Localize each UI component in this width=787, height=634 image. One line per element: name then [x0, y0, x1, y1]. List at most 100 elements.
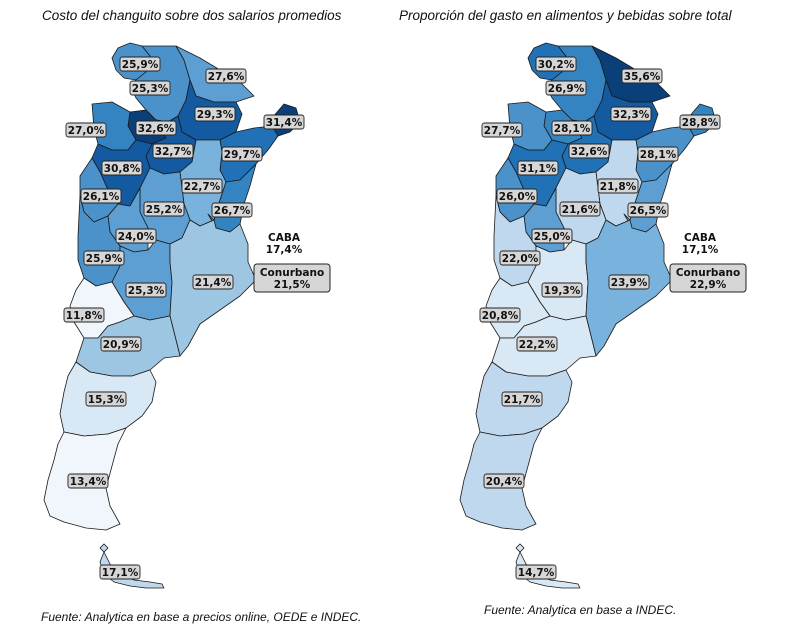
conurbano-callout — [253, 263, 331, 293]
label-lapampa: 19,3% — [544, 285, 581, 297]
label-formosa: 35,6% — [624, 71, 661, 83]
label-larioja: 30,8% — [104, 163, 141, 175]
label-box-cordoba — [559, 201, 601, 217]
label-box-salta — [545, 80, 587, 96]
caba-name: CABA — [684, 232, 717, 244]
label-box-lapampa — [125, 282, 167, 298]
left-map-title: Costo del changuito sobre dos salarios p… — [42, 8, 342, 23]
label-sanjuan: 26,1% — [83, 191, 120, 203]
label-box-catamarca — [481, 122, 523, 138]
label-buenosaires: 21,4% — [195, 277, 232, 289]
label-box-formosa — [205, 68, 247, 84]
right-map: 30,2% 26,9% 35,6% 32,3% 28,1% 27,7% 32,6% 28,8%… — [459, 42, 747, 589]
caba-value: 17,4% — [266, 244, 303, 256]
label-box-cordoba — [143, 201, 185, 217]
caba-value: 17,1% — [682, 244, 719, 256]
label-box-tierradelfuego — [99, 564, 141, 580]
label-santafe: 21,8% — [600, 181, 637, 193]
conurbano-name: Conurbano — [676, 267, 740, 279]
label-jujuy: 30,2% — [538, 59, 575, 71]
label-box-chaco — [610, 106, 652, 122]
conurbano-value: 22,9% — [690, 279, 727, 291]
label-box-buenosaires — [192, 274, 234, 290]
label-box-neuquen — [479, 307, 521, 323]
label-mendoza: 25,9% — [86, 253, 123, 265]
label-buenosaires: 23,9% — [611, 277, 648, 289]
label-box-entrerios — [211, 202, 253, 218]
label-box-corrientes — [221, 146, 263, 162]
label-tierradelfuego: 17,1% — [102, 567, 139, 579]
label-neuquen: 11,8% — [66, 310, 103, 322]
label-box-corrientes — [637, 146, 679, 162]
label-entrerios: 26,7% — [214, 205, 251, 217]
label-box-larioja — [517, 160, 559, 176]
label-tucuman: 32,6% — [138, 123, 175, 135]
label-box-sanluis — [531, 228, 573, 244]
label-box-santiago — [152, 143, 194, 159]
label-lapampa: 25,3% — [128, 285, 165, 297]
label-box-lapampa — [541, 282, 583, 298]
island-shape — [99, 543, 109, 553]
label-tucuman: 28,1% — [554, 123, 591, 135]
label-box-sanjuan — [80, 188, 122, 204]
label-chubut: 15,3% — [88, 394, 125, 406]
label-jujuy: 25,9% — [122, 59, 159, 71]
conurbano-value: 21,5% — [274, 279, 311, 291]
caba-callout — [676, 229, 724, 257]
left-map-source: Fuente: Analytica en base a precios onli… — [41, 610, 362, 624]
label-box-jujuy — [535, 56, 577, 72]
label-mendoza: 22,0% — [502, 253, 539, 265]
label-chubut: 21,7% — [504, 394, 541, 406]
label-santacruz: 20,4% — [486, 476, 523, 488]
label-santacruz: 13,4% — [70, 476, 107, 488]
label-box-entrerios — [627, 202, 669, 218]
label-box-salta — [129, 80, 171, 96]
label-box-rionegro — [100, 336, 142, 352]
label-rionegro: 22,2% — [519, 339, 556, 351]
label-santiago: 32,7% — [155, 146, 192, 158]
label-box-chaco — [194, 106, 236, 122]
label-catamarca: 27,0% — [68, 125, 105, 137]
label-box-jujuy — [119, 56, 161, 72]
label-cordoba: 21,6% — [562, 204, 599, 216]
island-shape — [515, 543, 525, 553]
label-box-buenosaires — [608, 274, 650, 290]
label-formosa: 27,6% — [208, 71, 245, 83]
label-salta: 25,3% — [132, 83, 169, 95]
label-box-mendoza — [83, 250, 125, 266]
label-tierradelfuego: 14,7% — [518, 567, 555, 579]
label-salta: 26,9% — [548, 83, 585, 95]
label-box-santafe — [597, 178, 639, 194]
label-santiago: 32,6% — [571, 146, 608, 158]
label-entrerios: 26,5% — [630, 205, 667, 217]
left-map: 25,9% 25,3% 27,6% 29,3% 32,6% 27,0% 32,7% 31,4%… — [43, 42, 331, 589]
conurbano-callout — [669, 263, 747, 293]
label-box-santiago — [568, 143, 610, 159]
label-corrientes: 28,1% — [640, 149, 677, 161]
label-box-tierradelfuego — [515, 564, 557, 580]
label-chaco: 32,3% — [613, 109, 650, 121]
label-box-santacruz — [483, 473, 525, 489]
label-box-neuquen — [63, 307, 105, 323]
label-corrientes: 29,7% — [224, 149, 261, 161]
label-box-formosa — [621, 68, 663, 84]
label-box-santacruz — [67, 473, 109, 489]
label-catamarca: 27,7% — [484, 125, 521, 137]
label-box-misiones — [679, 114, 721, 130]
right-map-title: Proporción del gasto en alimentos y bebi… — [399, 8, 732, 23]
label-box-tucuman — [551, 120, 593, 136]
label-chaco: 29,3% — [197, 109, 234, 121]
label-box-larioja — [101, 160, 143, 176]
label-sanluis: 24,0% — [118, 231, 155, 243]
label-sanjuan: 26,0% — [499, 191, 536, 203]
caba-callout — [260, 229, 308, 257]
label-box-sanluis — [115, 228, 157, 244]
right-map-source: Fuente: Analytica en base a INDEC. — [484, 603, 677, 617]
label-santafe: 22,7% — [184, 181, 221, 193]
caba-name: CABA — [268, 232, 301, 244]
label-cordoba: 25,2% — [146, 204, 183, 216]
label-rionegro: 20,9% — [103, 339, 140, 351]
label-box-catamarca — [65, 122, 107, 138]
conurbano-name: Conurbano — [260, 267, 324, 279]
label-box-rionegro — [516, 336, 558, 352]
